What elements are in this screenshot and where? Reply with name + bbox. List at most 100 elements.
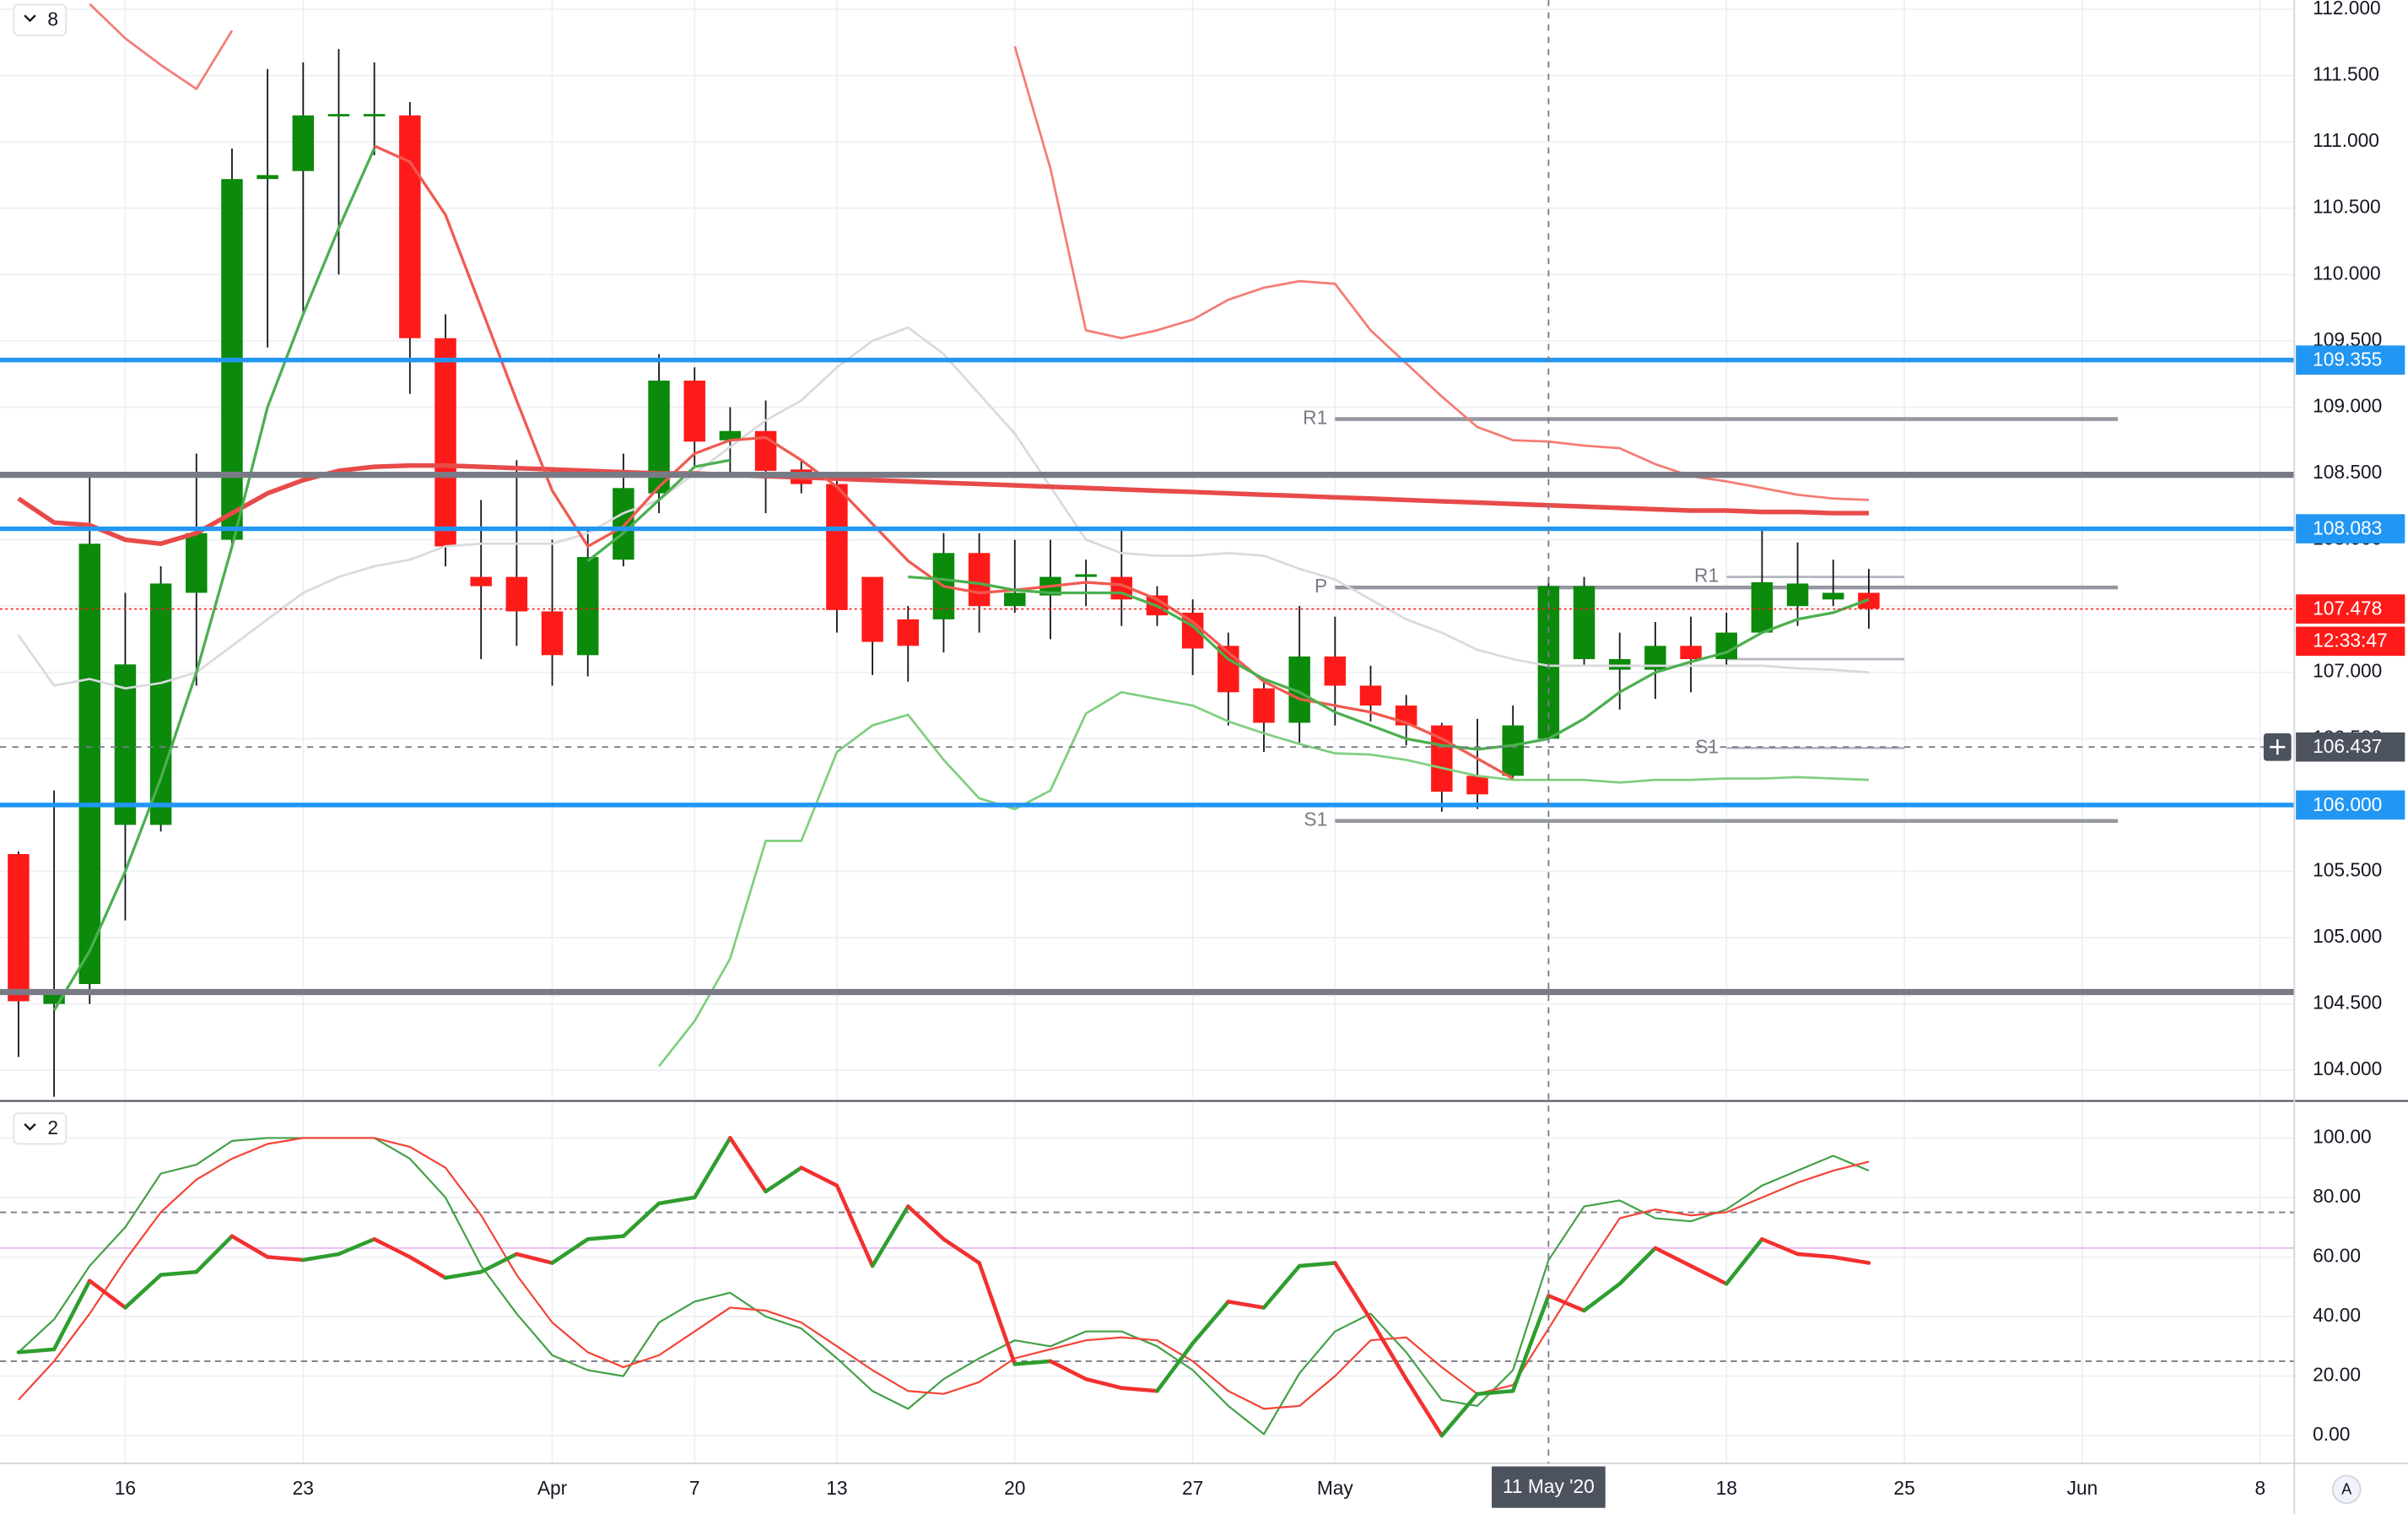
oscillator-segment	[1547, 1294, 1586, 1313]
oscillator-segment	[586, 1234, 626, 1241]
oscillator-segment	[550, 1237, 590, 1265]
legend-count: 8	[47, 8, 58, 30]
candle-body	[541, 611, 564, 656]
y-tick-label: 100.00	[2313, 1125, 2372, 1147]
candle-body	[1680, 646, 1702, 660]
candle-body	[149, 583, 172, 825]
oscillator-segment	[799, 1165, 840, 1188]
oscillator-segment	[88, 1279, 127, 1310]
x-tick-label: 8	[2254, 1477, 2265, 1499]
oscillator-segment	[443, 1269, 483, 1280]
candle-body	[78, 543, 101, 985]
x-tick-label: Apr	[537, 1477, 568, 1499]
legend-toggle[interactable]: 2	[13, 1112, 67, 1145]
candle-body	[1822, 592, 1844, 600]
oscillator-segment	[1831, 1255, 1871, 1265]
oscillator-segment	[51, 1279, 92, 1352]
button-label: A	[2341, 1481, 2352, 1498]
y-tick-label: 60.00	[2313, 1244, 2361, 1266]
candle-body	[1253, 688, 1275, 723]
oscillator-segment	[1617, 1246, 1658, 1286]
candle-body	[292, 115, 315, 171]
candle-body	[1786, 583, 1809, 607]
price-badge	[2296, 514, 2405, 543]
legend-box[interactable]	[13, 1112, 67, 1145]
auto-scale-button[interactable]: A	[2331, 1474, 2362, 1505]
candle-body	[1608, 659, 1631, 670]
y-tick-label: 111.000	[2313, 129, 2379, 151]
x-tick-label: 20	[1004, 1477, 1025, 1499]
y-tick-label: 0.00	[2313, 1423, 2350, 1445]
candle-body	[1751, 581, 1774, 633]
y-tick-label: 104.000	[2313, 1057, 2382, 1079]
candle-body	[1004, 592, 1026, 607]
candle-body	[968, 553, 991, 607]
oscillator-segment	[1724, 1237, 1764, 1286]
button-circle[interactable]	[2331, 1474, 2362, 1505]
oscillator-segment	[1582, 1281, 1622, 1313]
oscillator-segment	[656, 1195, 697, 1206]
candle-body	[1573, 586, 1595, 660]
pivot-label: P	[1315, 575, 1327, 597]
candle-body	[1075, 574, 1097, 577]
candle-body	[256, 175, 278, 180]
y-tick-label: 111.500	[2313, 63, 2379, 85]
candle-body	[363, 114, 386, 116]
candle-body	[826, 484, 848, 610]
x-tick-label: 23	[293, 1477, 314, 1499]
x-tick-label: 16	[115, 1477, 136, 1499]
oscillator-segment	[1439, 1392, 1480, 1438]
y-tick-label: 107.000	[2313, 660, 2382, 682]
x-tick-label: 13	[826, 1477, 847, 1499]
oscillator-segment	[1191, 1300, 1231, 1346]
candle-body	[186, 533, 208, 593]
oscillator-segment	[1155, 1341, 1195, 1393]
oscillator-segment	[194, 1234, 235, 1274]
oscillator-segment	[229, 1234, 270, 1259]
legend-toggle[interactable]: 8	[13, 3, 67, 36]
oscillator-segment	[1369, 1317, 1408, 1382]
oscillator-segment	[692, 1136, 732, 1200]
oscillator-segment	[870, 1204, 910, 1268]
oscillator-segment	[905, 1204, 946, 1241]
time-badge	[1492, 1466, 1606, 1508]
oscillator-segment	[1083, 1376, 1124, 1390]
oscillator-segment	[123, 1273, 163, 1310]
x-tick-label: May	[1317, 1477, 1354, 1499]
oscillator-segment	[764, 1165, 804, 1194]
plus-icon	[2270, 739, 2286, 755]
oscillator-segment	[942, 1237, 981, 1265]
price-badge-label: 109.355	[2313, 349, 2382, 370]
indicator-line	[52, 148, 1870, 1012]
x-tick-label: 25	[1893, 1477, 1914, 1499]
price-badge	[2296, 626, 2405, 657]
oscillator-line	[18, 1137, 1870, 1410]
oscillator-segment	[1795, 1252, 1836, 1259]
oscillator-segment	[478, 1252, 519, 1274]
price-badge-label: 106.437	[2313, 735, 2382, 757]
pivot-label: R1	[1303, 407, 1327, 429]
price-badge	[2296, 732, 2405, 762]
candle-body	[719, 430, 742, 441]
y-tick-label: 110.500	[2313, 196, 2381, 218]
indicator-line	[373, 144, 1514, 780]
indicator-line	[657, 690, 1869, 1068]
candle-body	[576, 557, 599, 656]
price-badge-label: 106.000	[2313, 793, 2382, 815]
y-tick-label: 20.00	[2313, 1364, 2361, 1386]
oscillator-segment	[408, 1255, 448, 1280]
x-tick-label: 7	[689, 1477, 700, 1499]
candle-body	[399, 115, 421, 338]
candle-body	[613, 488, 634, 560]
y-tick-label: 104.500	[2313, 992, 2382, 1014]
legend-box[interactable]	[13, 3, 67, 36]
oscillator-segment	[337, 1237, 376, 1257]
price-badge-label: 107.478	[2313, 597, 2382, 619]
oscillator-segment	[728, 1136, 768, 1194]
candle-body	[683, 381, 705, 442]
oscillator-segment	[977, 1261, 1018, 1366]
price-badge-label: 108.083	[2313, 516, 2382, 538]
oscillator-segment	[1760, 1237, 1800, 1257]
